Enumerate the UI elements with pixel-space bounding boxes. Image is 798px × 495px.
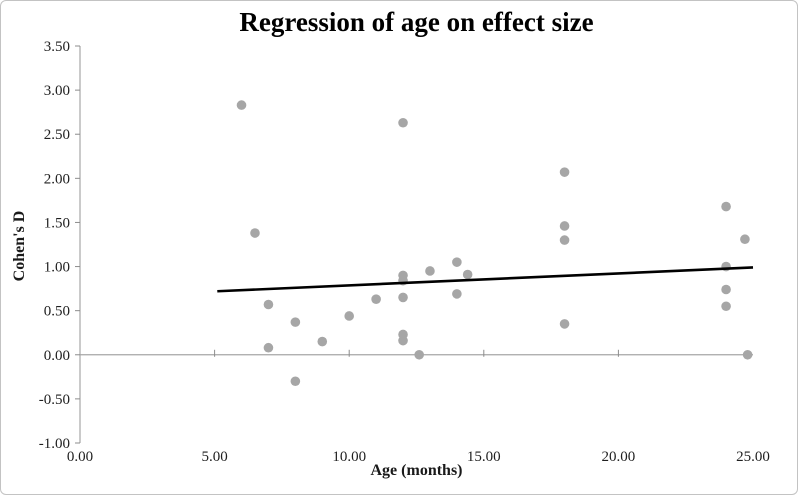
data-point (371, 294, 381, 304)
chart-title: Regression of age on effect size (239, 7, 594, 37)
x-tick-label: 25.00 (736, 449, 770, 465)
x-tick-label: 20.00 (602, 449, 636, 465)
data-point (263, 299, 274, 310)
data-point (236, 100, 247, 110)
data-point (250, 228, 260, 238)
data-point (721, 201, 731, 212)
x-tick-label: 5.00 (201, 449, 227, 465)
data-point (721, 301, 731, 312)
y-tick-label: 2.50 (44, 127, 70, 143)
data-point (721, 284, 731, 295)
data-point (263, 342, 274, 353)
y-tick-label: 0.50 (44, 304, 70, 320)
data-point (452, 289, 462, 299)
data-point (290, 317, 301, 327)
data-point (414, 349, 424, 360)
data-point (462, 269, 473, 280)
trendline (217, 266, 754, 293)
y-tick-label: 0.00 (44, 348, 70, 364)
y-axis-title: Cohen's D (11, 210, 28, 282)
data-point (559, 235, 570, 245)
data-point (398, 292, 408, 303)
y-tick-label: 3.50 (44, 39, 70, 55)
y-tick-label: 3.00 (44, 83, 70, 99)
data-point (344, 311, 355, 321)
data-point (317, 336, 328, 347)
data-point (559, 319, 570, 329)
data-point (452, 257, 462, 267)
data-point (559, 167, 570, 177)
y-tick-label: -1.00 (39, 436, 70, 452)
x-tick-label: 0.00 (67, 449, 93, 465)
y-tick-label: 1.50 (44, 215, 70, 231)
data-point (425, 266, 435, 276)
y-tick-label: 2.00 (44, 171, 70, 187)
data-point (559, 221, 570, 231)
data-point (740, 234, 750, 245)
x-tick-label: 15.00 (467, 449, 501, 465)
y-tick-label: 1.00 (44, 260, 70, 276)
data-point (398, 335, 408, 346)
data-point (398, 117, 408, 128)
x-tick-label: 10.00 (332, 449, 366, 465)
x-axis-title: Age (months) (370, 462, 463, 479)
y-tick-label: -0.50 (39, 392, 70, 408)
data-point (742, 349, 753, 360)
data-point (290, 376, 301, 387)
